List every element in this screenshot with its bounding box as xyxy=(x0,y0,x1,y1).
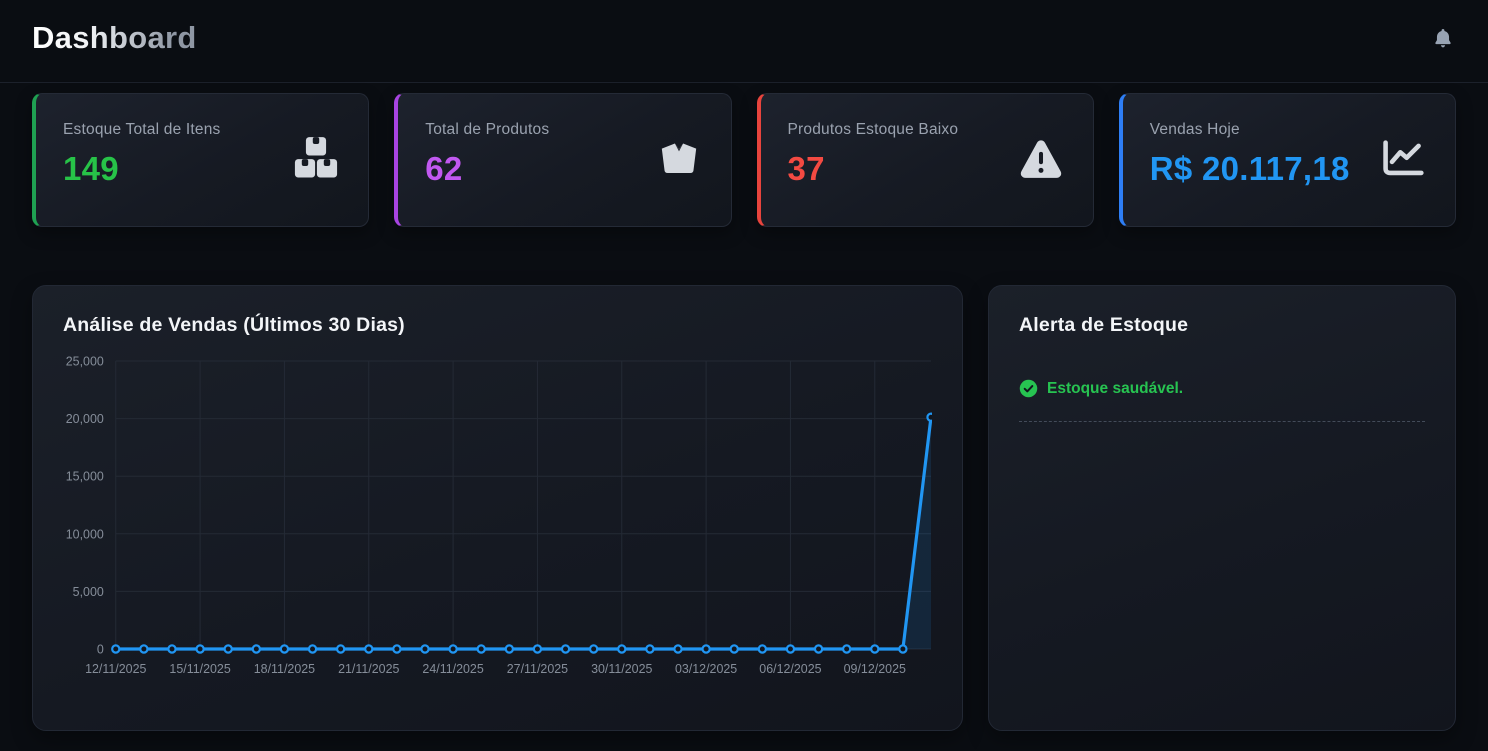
svg-text:10,000: 10,000 xyxy=(66,527,104,541)
svg-text:25,000: 25,000 xyxy=(66,354,104,368)
notifications-button[interactable] xyxy=(1432,27,1454,49)
chart-line-icon xyxy=(1381,136,1425,180)
stat-card-estoque-baixo: Produtos Estoque Baixo 37 xyxy=(756,93,1094,227)
svg-text:0: 0 xyxy=(97,642,104,656)
check-circle-icon xyxy=(1019,379,1038,398)
svg-text:5,000: 5,000 xyxy=(73,585,104,599)
stat-card-estoque-total: Estoque Total de Itens 149 xyxy=(32,93,370,227)
box-open-icon xyxy=(657,136,701,180)
main-row: Análise de Vendas (Últimos 30 Dias) 0 5,0… xyxy=(32,285,1456,731)
stat-value: R$ 20.117,18 xyxy=(1149,150,1350,187)
svg-text:27/11/2025: 27/11/2025 xyxy=(507,662,568,676)
boxes-stacked-icon xyxy=(294,136,338,180)
sales-analysis-panel: Análise de Vendas (Últimos 30 Dias) 0 5,0… xyxy=(32,285,963,731)
svg-text:03/12/2025: 03/12/2025 xyxy=(675,662,737,676)
svg-text:15,000: 15,000 xyxy=(66,470,104,484)
svg-text:30/11/2025: 30/11/2025 xyxy=(591,662,652,676)
stat-value: 62 xyxy=(425,150,463,187)
stock-status: Estoque saudável. xyxy=(1019,379,1425,398)
svg-text:15/11/2025: 15/11/2025 xyxy=(169,662,230,676)
svg-text:21/11/2025: 21/11/2025 xyxy=(338,662,399,676)
stat-value: 37 xyxy=(787,150,825,187)
stat-label: Total de Produtos xyxy=(425,121,550,138)
sales-line-chart[interactable]: 0 5,000 10,000 15,000 20,000 25,000 12/11/2025… xyxy=(63,353,932,691)
header: Dashboard xyxy=(0,0,1488,83)
stock-status-text: Estoque saudável. xyxy=(1047,379,1184,397)
stock-alert-panel: Alerta de Estoque Estoque saudável. xyxy=(988,285,1456,731)
svg-text:18/11/2025: 18/11/2025 xyxy=(254,662,315,676)
sales-line-chart-svg: 0 5,000 10,000 15,000 20,000 25,000 12/11/2025… xyxy=(66,354,932,676)
stat-label: Produtos Estoque Baixo xyxy=(787,121,959,138)
stat-card-total-produtos: Total de Produtos 62 xyxy=(394,93,732,227)
stats-row: Estoque Total de Itens 149 Total de Prod… xyxy=(32,93,1456,227)
svg-text:09/12/2025: 09/12/2025 xyxy=(844,662,906,676)
chart-title: Análise de Vendas (Últimos 30 Dias) xyxy=(63,314,405,336)
bell-icon xyxy=(1432,27,1454,49)
svg-text:20,000: 20,000 xyxy=(66,412,104,426)
alert-divider xyxy=(1019,421,1425,422)
svg-text:06/12/2025: 06/12/2025 xyxy=(759,662,821,676)
svg-text:12/11/2025: 12/11/2025 xyxy=(85,662,146,676)
svg-text:24/11/2025: 24/11/2025 xyxy=(422,662,483,676)
alert-title: Alerta de Estoque xyxy=(1019,314,1189,336)
stat-label: Vendas Hoje xyxy=(1149,121,1240,138)
warning-triangle-icon xyxy=(1019,136,1063,180)
stat-value: 149 xyxy=(63,150,119,187)
page-title: Dashboard xyxy=(32,20,197,55)
stat-card-vendas-hoje: Vendas Hoje R$ 20.117,18 xyxy=(1118,93,1456,227)
stat-label: Estoque Total de Itens xyxy=(63,121,221,138)
